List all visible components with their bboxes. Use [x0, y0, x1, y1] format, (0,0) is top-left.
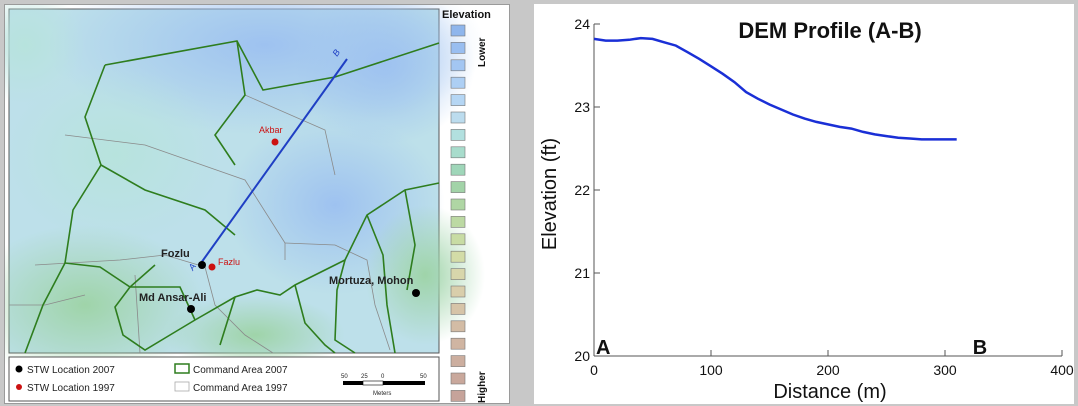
y-tick-label: 20 — [574, 348, 590, 364]
stw-2007-ansar-marker[interactable] — [187, 305, 195, 313]
elevation-ramp-swatch — [450, 111, 466, 124]
stw-1997-akbar-label: Akbar — [259, 125, 283, 135]
y-axis-label: Elevation (ft) — [539, 138, 561, 250]
elevation-lower-label: Lower — [477, 37, 488, 67]
elevation-ramp-swatch — [450, 320, 466, 333]
elevation-ramp-swatch — [450, 163, 466, 176]
scale-tick-0: 50 — [341, 374, 348, 380]
elevation-ramp-swatch — [450, 129, 466, 141]
scale-tick-2: 0 — [381, 374, 385, 380]
elevation-ramp-swatch — [450, 198, 466, 211]
elevation-ramp-swatch — [450, 355, 466, 367]
dem-profile-chart: DEM Profile (A-B) 0 100 200 300 400 20 21 22 23… — [539, 16, 1074, 403]
elevation-ramp-swatch — [450, 250, 466, 263]
stw-1997-fazlu-marker[interactable] — [208, 263, 216, 271]
x-tick-label: 100 — [699, 362, 723, 378]
elevation-ramp-swatch — [450, 24, 466, 37]
scale-bar: 50 25 0 50 Meters — [341, 374, 427, 397]
stw-2007-ansar-label: Md Ansar-Ali — [139, 292, 206, 304]
stw-1997-akbar-marker[interactable] — [271, 138, 279, 146]
elevation-legend-title: Elevation — [442, 9, 491, 21]
y-tick-label: 22 — [574, 182, 590, 198]
legend-stw-2007-symbol — [15, 365, 23, 373]
legend-ca-2007-symbol — [174, 363, 190, 374]
stw-2007-mortuza-label: Mortuza, Mohon — [329, 275, 414, 287]
profile-start-label: A — [186, 261, 198, 272]
elevation-map: A B Akbar Fazlu Fozlu Md Ansar-Ali Mortu… — [5, 5, 491, 403]
command-area-1997 — [9, 94, 391, 354]
scale-tick-3: 50 — [420, 374, 427, 380]
chart-title: DEM Profile (A-B) — [738, 18, 921, 43]
stw-2007-mortuza-marker[interactable] — [412, 289, 420, 297]
legend-stw-1997-symbol — [16, 384, 22, 390]
map-panel: A B Akbar Fazlu Fozlu Md Ansar-Ali Mortu… — [4, 4, 510, 404]
elevation-ramp-swatch — [450, 146, 466, 159]
y-tick-label: 21 — [574, 265, 590, 281]
legend-stw-2007-label: STW Location 2007 — [27, 365, 115, 376]
elevation-ramp-swatch — [450, 233, 466, 246]
legend-ca-2007-label: Command Area 2007 — [193, 365, 288, 376]
profile-start-marker: A — [596, 337, 610, 359]
legend-stw-1997-label: STW Location 1997 — [27, 383, 115, 394]
stw-1997-fazlu-label: Fazlu — [218, 257, 240, 267]
x-tick-label: 200 — [816, 362, 840, 378]
y-ticks: 20 21 22 23 24 — [574, 16, 600, 364]
x-tick-label: 300 — [933, 362, 957, 378]
x-tick-label: 0 — [590, 362, 598, 378]
y-tick-label: 24 — [574, 16, 590, 32]
scale-unit: Meters — [373, 391, 391, 397]
x-axis-label: Distance (m) — [773, 381, 886, 403]
x-tick-label: 400 — [1050, 362, 1074, 378]
elevation-ramp-swatch — [450, 59, 466, 72]
map-legend — [8, 356, 440, 402]
elevation-color-ramp — [450, 24, 466, 402]
command-area-2007 — [24, 40, 440, 354]
stw-2007-fozlu-label: Fozlu — [161, 248, 190, 260]
elevation-higher-label: Higher — [477, 371, 488, 403]
elevation-profile-line — [593, 36, 957, 141]
elevation-ramp-swatch — [450, 76, 466, 89]
legend-ca-1997-symbol — [174, 381, 190, 392]
y-tick-label: 23 — [574, 99, 590, 115]
elevation-ramp-swatch — [450, 337, 466, 350]
elevation-ramp-swatch — [450, 42, 466, 54]
x-ticks: 0 100 200 300 400 — [590, 350, 1074, 378]
elevation-ramp-swatch — [450, 216, 466, 228]
elevation-surface — [5, 5, 485, 385]
elevation-ramp-swatch — [450, 390, 466, 402]
legend-ca-1997-label: Command Area 1997 — [193, 383, 288, 394]
profile-line-a-b — [200, 58, 348, 264]
elevation-ramp-swatch — [450, 181, 466, 193]
elevation-ramp-swatch — [450, 303, 466, 315]
profile-end-marker: B — [973, 337, 987, 359]
stw-2007-fozlu-marker[interactable] — [198, 261, 206, 269]
elevation-ramp-swatch — [450, 268, 466, 280]
profile-end-label: B — [330, 47, 342, 58]
chart-panel: DEM Profile (A-B) 0 100 200 300 400 20 21 22 23… — [534, 4, 1074, 404]
elevation-ramp-swatch — [450, 372, 466, 385]
elevation-ramp-swatch — [450, 94, 466, 106]
elevation-ramp-swatch — [450, 285, 466, 298]
scale-tick-1: 25 — [361, 374, 368, 380]
